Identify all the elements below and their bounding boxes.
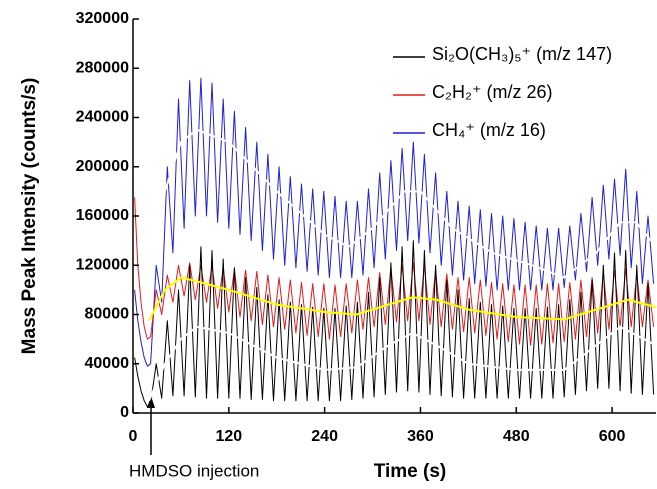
y-tick-label: 320000: [76, 10, 129, 27]
y-tick-label: 40000: [85, 355, 130, 372]
y-tick-label: 0: [120, 404, 129, 421]
x-tick-label: 600: [599, 428, 626, 445]
x-axis-title: Time (s): [374, 461, 447, 482]
y-axis-title: Mass Peak Intensity (counts/s): [19, 78, 40, 355]
annotation: HMDSO injection: [129, 461, 259, 480]
y-tick-label: 200000: [76, 158, 129, 175]
legend-label: Si₂O(CH₃)₅⁺ (m/z 147): [432, 44, 612, 64]
data-line: [134, 77, 655, 367]
x-tick-label: 0: [129, 428, 138, 445]
data-line: [134, 240, 655, 408]
smoothed-line: [148, 276, 657, 322]
legend-label: CH₄⁺ (m/z 16): [432, 120, 546, 140]
legend-label: C₂H₂⁺ (m/z 26): [432, 82, 552, 102]
x-tick-label: 480: [503, 428, 530, 445]
x-tick-label: 120: [215, 428, 242, 445]
x-tick-label: 360: [407, 428, 434, 445]
y-tick-label: 160000: [76, 207, 129, 224]
y-tick-label: 120000: [76, 256, 129, 273]
x-tick-label: 240: [311, 428, 338, 445]
smoothed-line: [148, 128, 657, 303]
y-tick-label: 240000: [76, 109, 129, 126]
y-tick-label: 280000: [76, 59, 129, 76]
y-tick-label: 80000: [85, 306, 130, 323]
smoothed-line: [148, 325, 657, 402]
